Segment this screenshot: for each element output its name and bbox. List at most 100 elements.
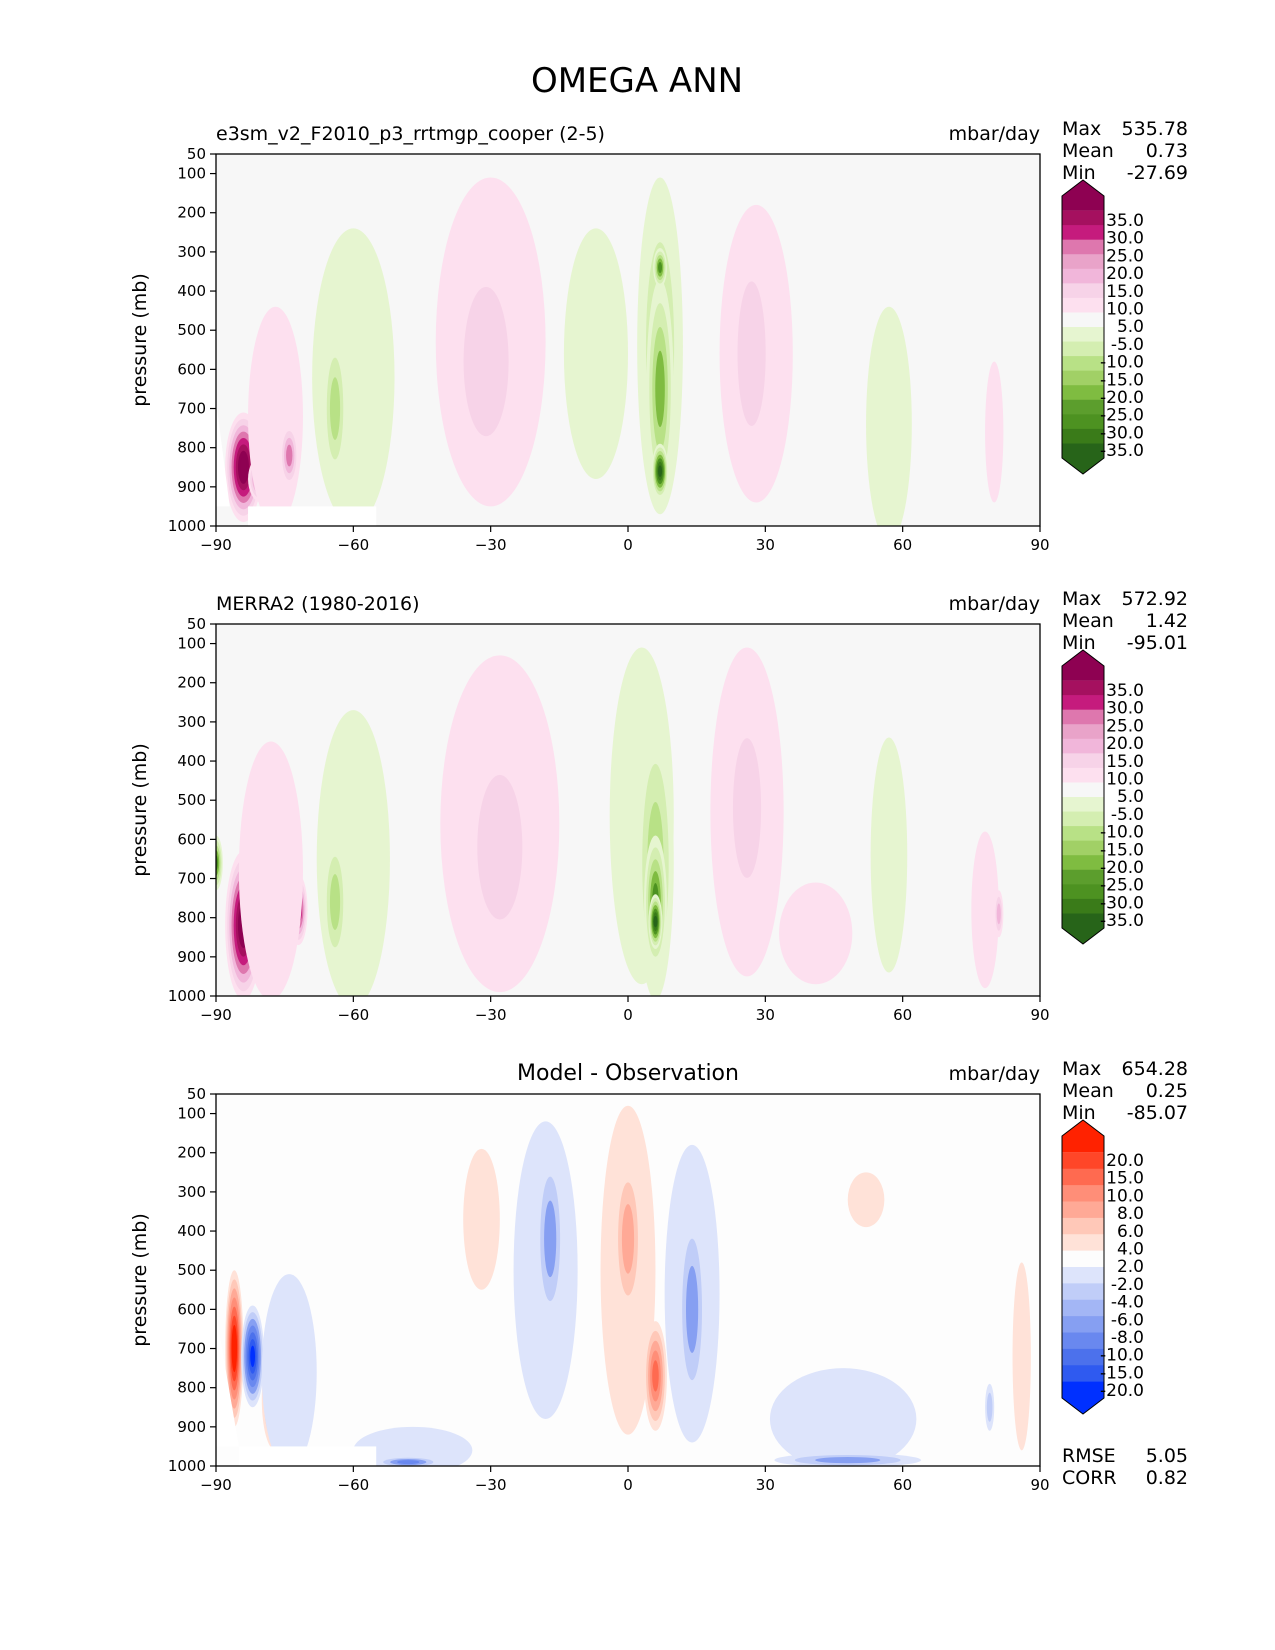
x-tick-label: 90 [1030,1476,1049,1494]
x-tick-label: 60 [893,1476,912,1494]
colorbar-swatch [1062,254,1104,270]
contour-region [779,882,853,985]
contour-region [685,1265,699,1353]
colorbar-swatch [1062,239,1104,255]
y-tick-label: 50 [187,145,206,163]
stats-block: Max 654.28 Mean 0.25 Min -85.07 [1062,1058,1188,1124]
contour-region [463,286,509,437]
colorbar-swatch [1062,1316,1104,1333]
colorbar-swatch [1062,399,1104,415]
x-axis-ticks: −90 −60 −30 0 30 60 90 [200,996,1050,1024]
colorbar-swatch [1062,811,1104,827]
contour-region [996,903,1001,925]
stat-min-label: Min [1062,632,1096,654]
colorbar-swatch [1062,1332,1104,1350]
panel-title: MERRA2 (1980-2016) [216,593,420,615]
y-axis-ticks: 50 100 200 300 400 500 600 700 800 900 1000 [168,615,216,1005]
colorbar-swatch [1062,869,1104,885]
contour-region [477,774,523,920]
y-tick-label: 700 [177,1340,206,1358]
colorbar-swatch [1062,1381,1104,1414]
colorbar-tick-label: -6.0 [1111,1310,1144,1330]
colorbar-tick-label: -30.0 [1100,423,1144,443]
colorbar-swatch [1062,1120,1104,1153]
stat-mean-value: 0.73 [1146,140,1188,162]
contour-region [240,457,247,478]
x-tick-label: 30 [756,1476,775,1494]
colorbar-swatch [1062,225,1104,241]
colorbar-swatch [1062,913,1104,944]
y-tick-label: 100 [177,635,206,653]
contour-region [732,738,762,878]
metrics-block: RMSE 5.05 CORR 0.82 [1062,1445,1188,1489]
units-label: mbar/day [949,593,1040,615]
contour-region [986,1392,993,1422]
contour-region [815,1456,881,1464]
plot-area [215,1093,1041,1467]
stat-min-value: -95.01 [1127,632,1188,654]
x-tick-label: 0 [623,1006,633,1024]
contour-region [866,306,912,526]
colorbar-tick-label: 10.0 [1106,300,1144,320]
y-tick-label: 1000 [168,1457,206,1475]
y-tick-label: 900 [177,478,206,496]
colorbar-outline [1061,179,1105,475]
colorbar-swatch [1062,1217,1104,1235]
y-tick-label: 500 [177,791,206,809]
y-tick-label: 900 [177,948,206,966]
colorbar-outline [1061,649,1105,945]
contour-region [286,444,293,467]
contour-region [232,1333,237,1364]
colorbar-tick-label: -15.0 [1100,370,1144,390]
y-axis-ticks: 50 100 200 300 400 500 600 700 800 900 1000 [168,1085,216,1475]
colorbar-tick-label: 4.0 [1117,1240,1144,1260]
colorbar-tick-label: 30.0 [1106,699,1144,719]
colorbar-tick-label: -25.0 [1100,406,1144,426]
x-tick-label: 90 [1030,1006,1049,1024]
y-tick-label: 400 [177,752,206,770]
y-axis-label: pressure (mb) [129,1213,151,1347]
x-tick-label: −30 [475,1006,507,1024]
stat-max-label: Max [1062,118,1101,140]
colorbar-tick-label: -4.0 [1111,1293,1144,1313]
colorbar-swatch [1062,356,1104,372]
x-tick-label: 60 [893,536,912,554]
contour-region [870,737,908,973]
colorbar-swatch [1062,753,1104,769]
stat-max-value: 535.78 [1122,118,1188,140]
stat-max-label: Max [1062,1058,1101,1080]
contour-region [652,1360,659,1392]
y-tick-label: 600 [177,830,206,848]
colorbar-tick-label: 2.0 [1117,1257,1144,1277]
colorbar-tick-label: 15.0 [1106,752,1144,772]
colorbar-swatch [1062,855,1104,871]
colorbar-tick-label: -35.0 [1100,441,1144,461]
stat-mean-label: Mean [1062,140,1114,162]
stat-min-value: -85.07 [1127,1102,1188,1124]
y-tick-label: 800 [177,1379,206,1397]
colorbar-outline [1061,1119,1105,1415]
x-tick-label: −30 [475,1476,507,1494]
y-tick-label: 200 [177,674,206,692]
colorbar-tick-label: 6.0 [1117,1222,1144,1242]
colorbar-tick-label: -5.0 [1111,335,1144,355]
y-tick-label: 200 [177,1144,206,1162]
x-tick-label: −90 [200,1006,232,1024]
y-tick-label: 1000 [168,517,206,535]
x-tick-label: −90 [200,536,232,554]
plot-area [215,153,1041,527]
y-tick-label: 1000 [168,987,206,1005]
colorbar-tick-label: 5.0 [1117,787,1144,807]
y-tick-label: 50 [187,1085,206,1103]
contour-region [544,1200,557,1278]
x-tick-label: 30 [756,536,775,554]
colorbar-swatch [1062,341,1104,357]
x-tick-label: 90 [1030,536,1049,554]
colorbar-tick-label: 10.0 [1106,770,1144,790]
contour-region [353,1426,473,1466]
stat-min-value: -27.69 [1127,162,1188,184]
stat-max-value: 654.28 [1122,1058,1188,1080]
colorbar-swatch [1062,428,1104,444]
y-tick-label: 600 [177,360,206,378]
stat-max-value: 572.92 [1122,588,1188,610]
